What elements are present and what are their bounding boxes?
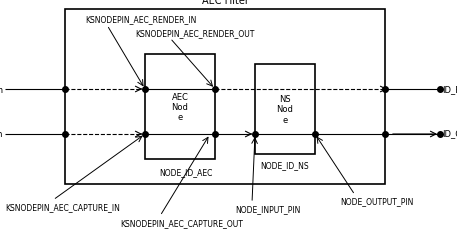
Polygon shape xyxy=(65,10,385,184)
Text: NS
Nod
e: NS Nod e xyxy=(276,95,293,124)
Text: KSNODEPIN_AEC_CAPTURE_IN: KSNODEPIN_AEC_CAPTURE_IN xyxy=(5,202,120,211)
Text: AEC
Nod
e: AEC Nod e xyxy=(171,92,188,122)
Text: NODE_ID_AEC: NODE_ID_AEC xyxy=(159,167,213,176)
Polygon shape xyxy=(145,55,215,159)
Text: ID_RenderOutPin: ID_RenderOutPin xyxy=(442,85,457,94)
Text: ID_CaptureInPin: ID_CaptureInPin xyxy=(0,130,3,139)
Text: NODE_INPUT_PIN: NODE_INPUT_PIN xyxy=(235,204,300,213)
Text: KSNODEPIN_AEC_RENDER_OUT: KSNODEPIN_AEC_RENDER_OUT xyxy=(135,29,255,38)
Text: ID_RenderInPin: ID_RenderInPin xyxy=(0,85,3,94)
Polygon shape xyxy=(255,65,315,154)
Text: NODE_OUTPUT_PIN: NODE_OUTPUT_PIN xyxy=(340,196,414,205)
Text: NODE_ID_NS: NODE_ID_NS xyxy=(260,160,309,169)
Text: KSNODEPIN_AEC_CAPTURE_OUT: KSNODEPIN_AEC_CAPTURE_OUT xyxy=(120,218,243,227)
Text: ID_CaptureOutPin: ID_CaptureOutPin xyxy=(442,130,457,139)
Text: KSNODEPIN_AEC_RENDER_IN: KSNODEPIN_AEC_RENDER_IN xyxy=(85,15,197,24)
Text: AEC Filter: AEC Filter xyxy=(202,0,249,6)
